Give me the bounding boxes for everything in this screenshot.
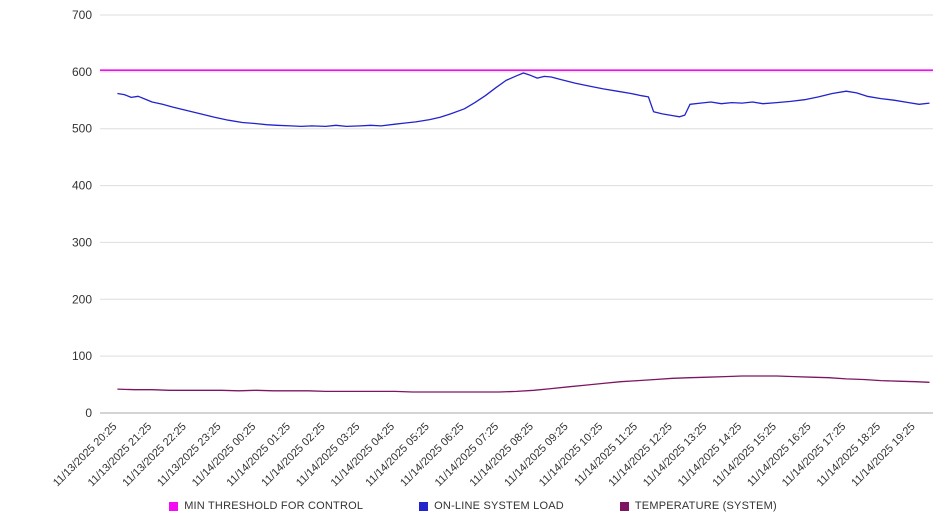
x-axis-tick-label: 11/14/2025 16:25	[745, 421, 813, 489]
x-axis-tick-label: 11/14/2025 06:25	[398, 421, 466, 489]
y-axis-tick-label: 400	[72, 179, 92, 193]
y-axis-tick-label: 200	[72, 292, 92, 306]
x-axis-tick-label: 11/13/2025 20:25	[51, 421, 119, 489]
x-axis-tick-label: 11/14/2025 14:25	[676, 421, 744, 489]
x-axis-tick-label: 11/14/2025 00:25	[190, 421, 258, 489]
y-axis-tick-label: 0	[85, 406, 92, 420]
x-axis-tick-label: 11/14/2025 10:25	[537, 421, 605, 489]
x-axis-tick-label: 11/13/2025 22:25	[120, 421, 188, 489]
x-axis-tick-label: 11/14/2025 19:25	[849, 421, 917, 489]
x-axis-tick-label: 11/13/2025 21:25	[86, 421, 154, 489]
x-axis-tick-label: 11/14/2025 15:25	[710, 421, 778, 489]
x-axis-tick-label: 11/14/2025 11:25	[572, 421, 640, 489]
series-line-2	[117, 375, 930, 393]
legend-item-temperature[interactable]: TEMPERATURE (SYSTEM)	[619, 500, 777, 512]
y-axis-tick-label: 600	[72, 65, 92, 79]
chart-legend: MIN THRESHOLD FOR CONTROL ON-LINE SYSTEM…	[0, 500, 946, 512]
x-axis-tick-label: 11/14/2025 18:25	[815, 421, 883, 489]
y-axis-tick-label: 100	[72, 349, 92, 363]
legend-swatch-temperature-icon	[619, 501, 629, 511]
x-axis-tick-label: 11/13/2025 23:25	[155, 421, 223, 489]
legend-label-system-load: ON-LINE SYSTEM LOAD	[434, 500, 564, 512]
x-axis-tick-label: 11/14/2025 09:25	[502, 421, 570, 489]
x-axis-tick-label: 11/14/2025 08:25	[468, 421, 536, 489]
y-axis-tick-label: 700	[72, 8, 92, 22]
legend-swatch-system-load-icon	[419, 501, 429, 511]
x-axis-tick-label: 11/14/2025 12:25	[606, 421, 674, 489]
x-axis-tick-label: 11/14/2025 04:25	[329, 421, 397, 489]
x-axis-tick-label: 11/14/2025 02:25	[259, 421, 327, 489]
x-axis-tick-label: 11/14/2025 07:25	[433, 421, 501, 489]
legend-label-min-threshold: MIN THRESHOLD FOR CONTROL	[184, 500, 364, 512]
legend-label-temperature: TEMPERATURE (SYSTEM)	[634, 500, 777, 512]
x-axis-tick-label: 11/14/2025 13:25	[641, 421, 709, 489]
y-axis-tick-label: 500	[72, 122, 92, 136]
legend-item-system-load[interactable]: ON-LINE SYSTEM LOAD	[419, 500, 564, 512]
series-line-1	[117, 72, 930, 128]
x-axis-tick-label: 11/14/2025 01:25	[225, 421, 293, 489]
x-axis-tick-label: 11/14/2025 03:25	[294, 421, 362, 489]
x-axis-tick-label: 11/14/2025 05:25	[363, 421, 431, 489]
legend-swatch-min-threshold-icon	[169, 501, 179, 511]
x-axis-tick-label: 11/14/2025 17:25	[780, 421, 848, 489]
legend-item-min-threshold[interactable]: MIN THRESHOLD FOR CONTROL	[169, 500, 363, 512]
y-axis-tick-label: 300	[72, 235, 92, 249]
